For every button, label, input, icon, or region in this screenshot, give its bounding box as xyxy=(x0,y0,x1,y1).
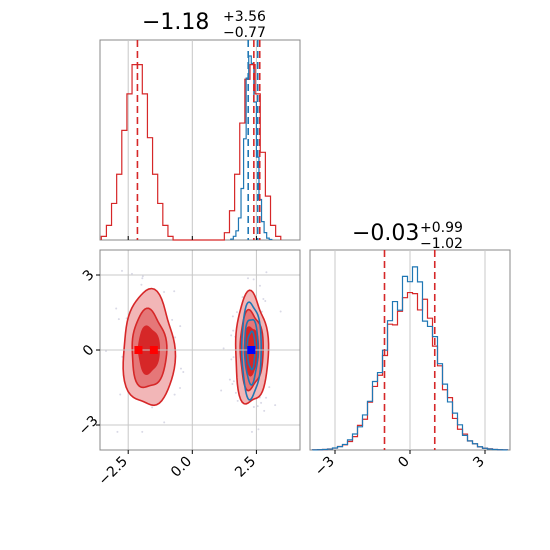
scatter-point xyxy=(256,405,259,408)
ytick-label-joint: 0 xyxy=(80,342,98,360)
marker-red-1 xyxy=(149,346,158,354)
scatter-point xyxy=(268,386,271,389)
scatter-point xyxy=(115,307,118,310)
scatter-point xyxy=(279,310,282,313)
scatter-point xyxy=(173,393,176,396)
marginal-y-panel xyxy=(309,249,511,454)
marginal-x-panel xyxy=(99,39,301,241)
scatter-point xyxy=(120,269,123,272)
scatter-point xyxy=(119,393,122,396)
scatter-point xyxy=(228,378,231,381)
hist-red-x xyxy=(100,64,282,241)
scatter-point xyxy=(258,284,261,287)
scatter-point xyxy=(265,396,268,399)
scatter-point xyxy=(231,315,234,318)
title-x-sub: −0.77 xyxy=(223,25,266,41)
scatter-point xyxy=(182,371,185,374)
xtick-label-joint: 2.5 xyxy=(232,454,259,481)
scatter-point xyxy=(141,277,144,280)
scatter-point xyxy=(257,428,260,431)
title-x-main: −1.18 xyxy=(142,10,209,35)
scatter-point xyxy=(116,430,119,433)
scatter-point xyxy=(141,430,144,433)
scatter-point xyxy=(262,297,265,300)
hist-blue-x xyxy=(230,55,273,241)
scatter-point xyxy=(179,387,182,390)
scatter-point xyxy=(264,300,267,303)
marker-blue xyxy=(247,346,256,354)
scatter-point xyxy=(235,311,238,314)
xtick-label-joint: −2.5 xyxy=(96,454,131,489)
scatter-point xyxy=(163,421,166,424)
scatter-point xyxy=(252,406,255,409)
hist-blue-y xyxy=(311,266,509,451)
scatter-point xyxy=(241,296,244,299)
scatter-point xyxy=(274,404,277,407)
xtick-label-right: 3 xyxy=(470,454,488,472)
scatter-point xyxy=(234,391,237,394)
joint-panel xyxy=(96,249,301,454)
scatter-point xyxy=(179,367,182,370)
scatter-point xyxy=(252,278,255,281)
scatter-point xyxy=(130,272,133,275)
joint-content xyxy=(100,250,300,450)
scatter-point xyxy=(232,356,235,359)
scatter-point xyxy=(263,409,266,412)
xtick-label-right: 0 xyxy=(395,454,413,472)
scatter-point xyxy=(265,271,268,274)
scatter-point xyxy=(140,283,143,286)
title-y-sub: −1.02 xyxy=(420,236,463,252)
scatter-point xyxy=(230,334,233,337)
scatter-point xyxy=(163,290,166,293)
scatter-point xyxy=(174,336,177,339)
scatter-point xyxy=(117,318,120,321)
scatter-point xyxy=(104,350,107,353)
scatter-point xyxy=(232,380,235,383)
marker-red-0 xyxy=(134,346,143,354)
scatter-point xyxy=(246,277,249,280)
scatter-point xyxy=(141,275,144,278)
scatter-point xyxy=(173,290,176,293)
xtick-label-right: −3 xyxy=(312,454,338,480)
scatter-point xyxy=(220,389,223,392)
scatter-point xyxy=(231,383,234,386)
scatter-point xyxy=(171,318,174,321)
scatter-point xyxy=(236,399,239,402)
title-y-sup: +0.99 xyxy=(420,220,463,236)
scatter-point xyxy=(230,358,233,361)
scatter-point xyxy=(260,401,263,404)
scatter-point xyxy=(151,406,154,409)
title-x-sup: +3.56 xyxy=(223,9,266,25)
scatter-point xyxy=(222,347,225,350)
ytick-label-joint: −3 xyxy=(76,413,102,439)
ytick-label-joint: 3 xyxy=(80,267,98,285)
scatter-point xyxy=(232,329,235,332)
scatter-point xyxy=(179,325,182,328)
title-y-main: −0.03 xyxy=(352,221,419,246)
scatter-point xyxy=(250,430,253,433)
xtick-label-joint: 0.0 xyxy=(168,454,195,481)
